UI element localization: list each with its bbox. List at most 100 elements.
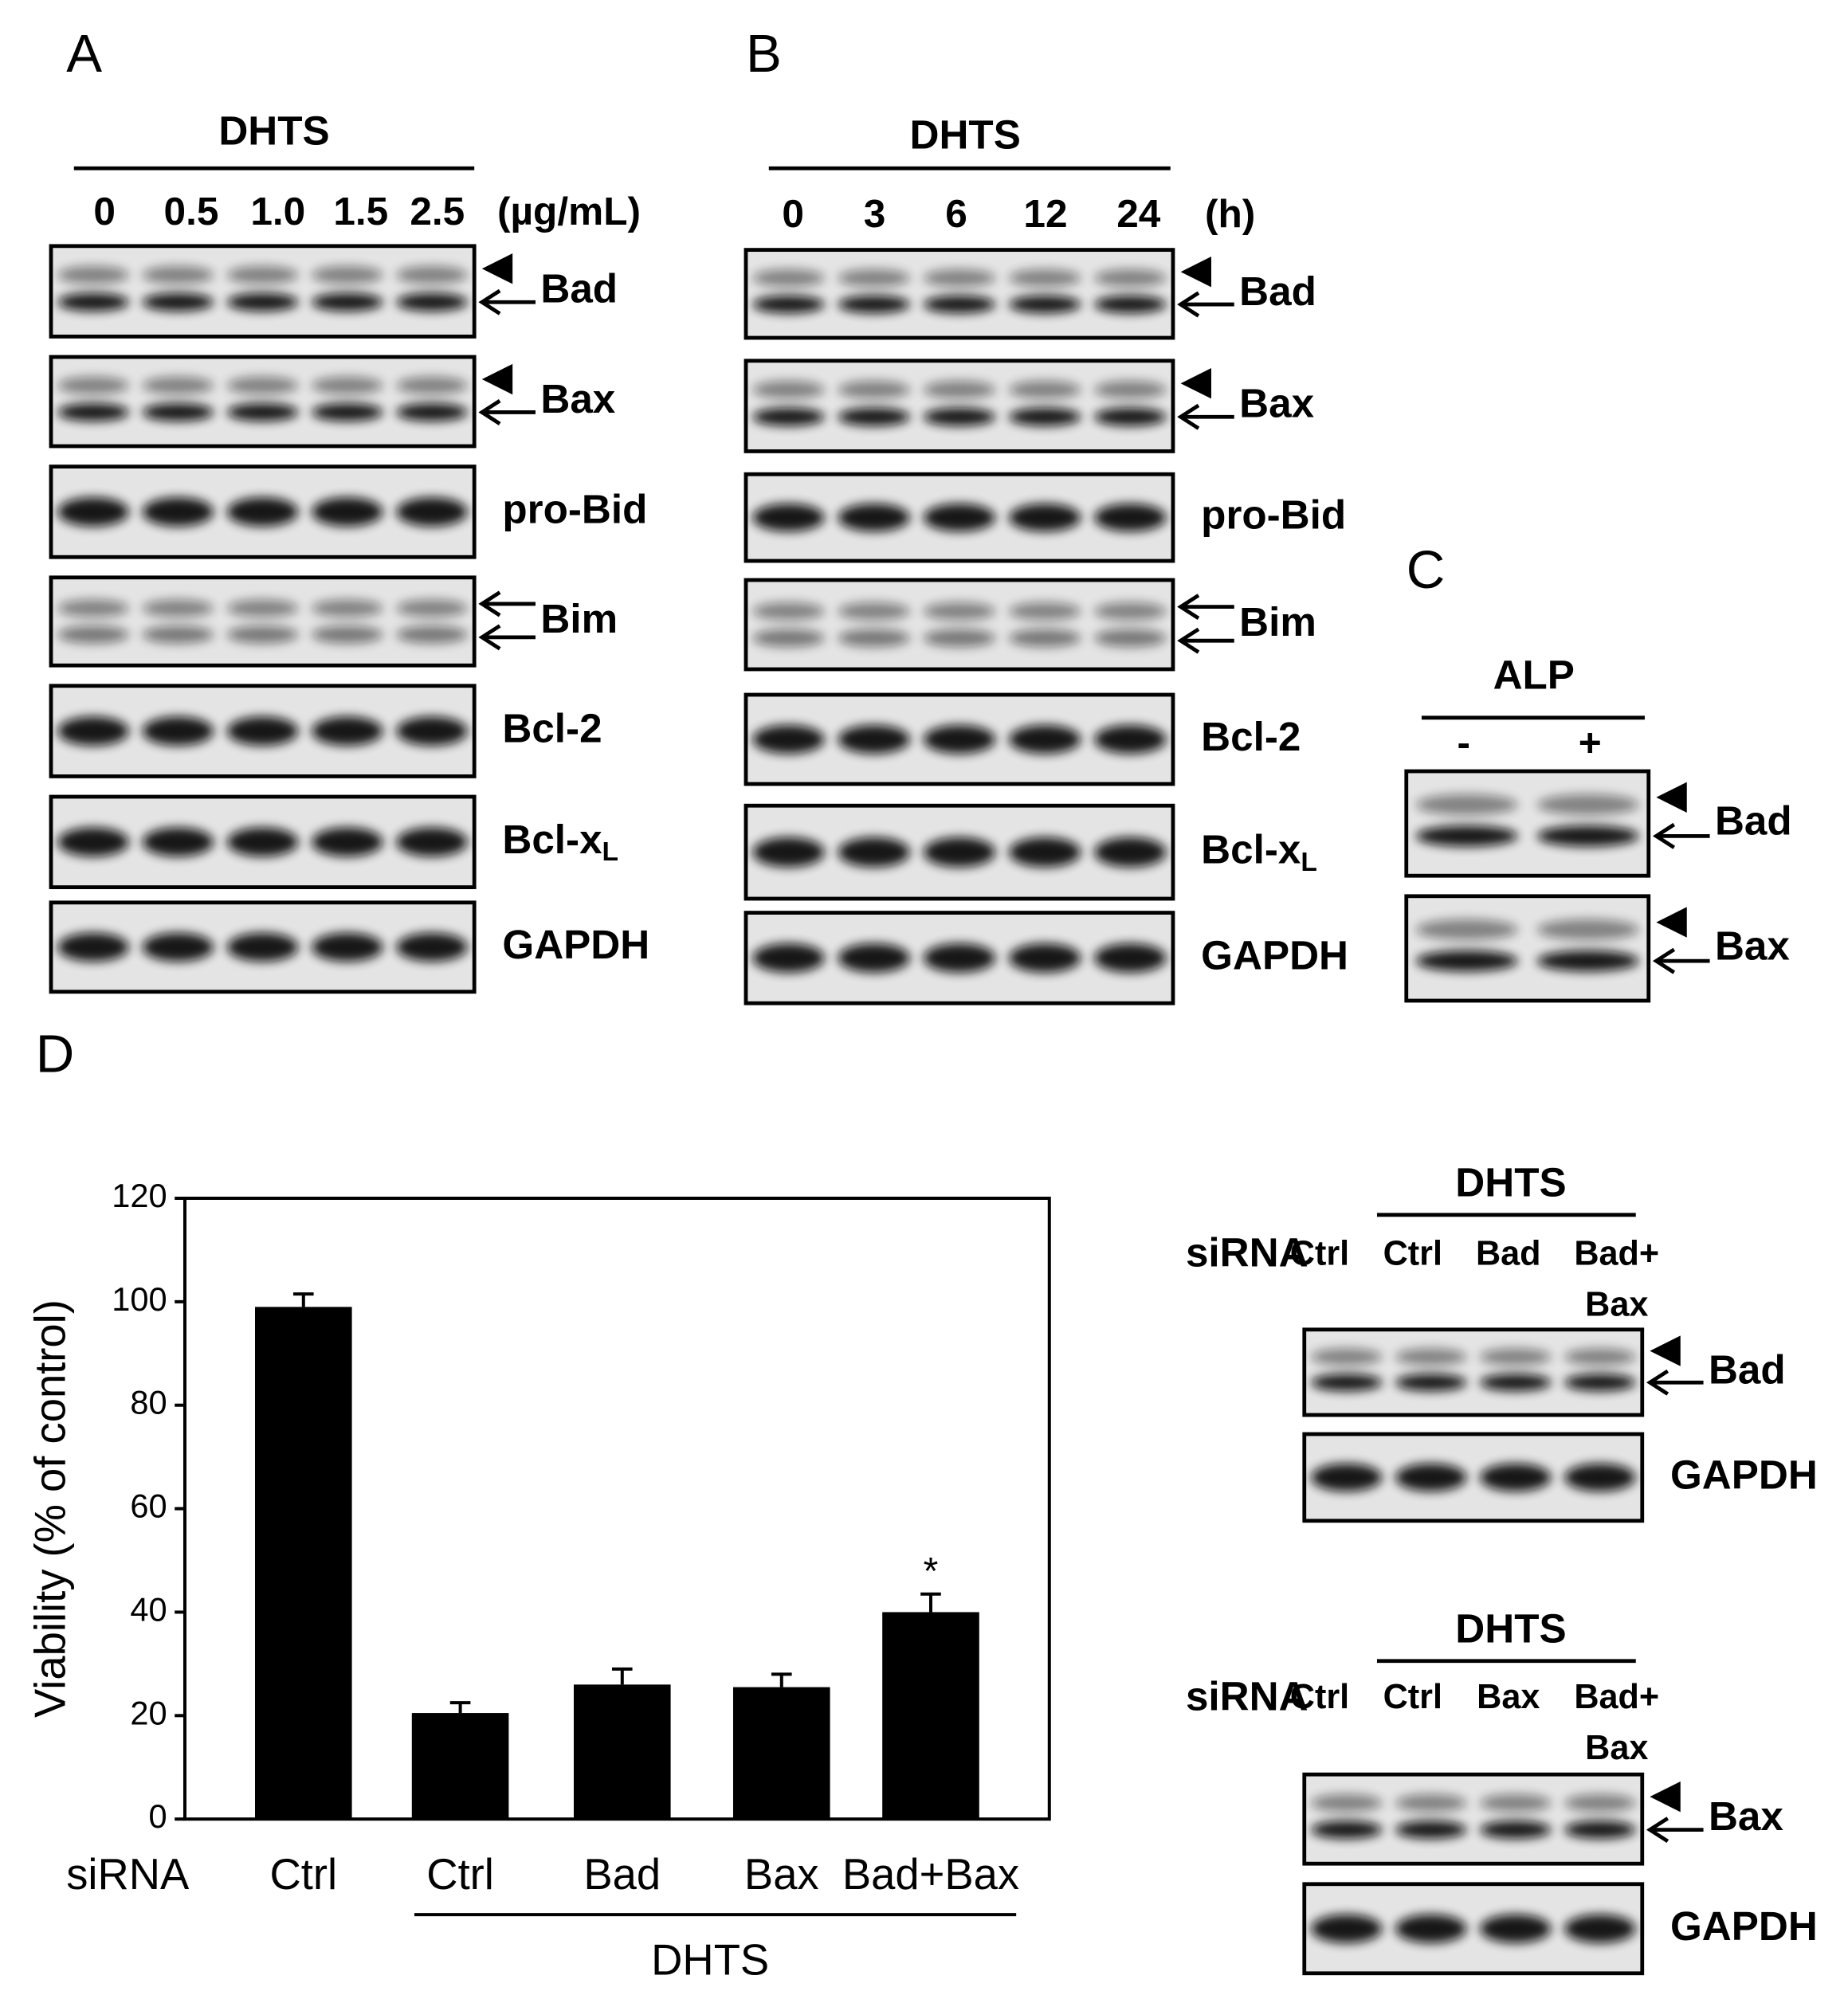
band bbox=[312, 403, 383, 421]
lane-label: Ctrl bbox=[1383, 1678, 1442, 1716]
band bbox=[923, 407, 996, 426]
row-label: Bcl-2 bbox=[1201, 714, 1301, 759]
row-label: Bax bbox=[1709, 1793, 1783, 1839]
band bbox=[838, 268, 910, 287]
row-label-text: Bcl-2 bbox=[502, 705, 602, 751]
band bbox=[1564, 1463, 1636, 1491]
row-label-text: GAPDH bbox=[1201, 932, 1348, 978]
arrow bbox=[478, 590, 501, 617]
band bbox=[923, 504, 996, 532]
panel-label: D bbox=[36, 1025, 75, 1084]
x-tick-label: Bax bbox=[744, 1850, 819, 1899]
row-label: Bax bbox=[540, 376, 615, 421]
band bbox=[1564, 1914, 1636, 1943]
band bbox=[838, 943, 910, 973]
band bbox=[1395, 1374, 1467, 1391]
band bbox=[923, 380, 996, 399]
band bbox=[312, 625, 383, 644]
arrow bbox=[1177, 403, 1200, 430]
lane-label: Ctrl bbox=[1383, 1234, 1442, 1272]
band bbox=[1009, 725, 1081, 754]
row-label: GAPDH bbox=[1670, 1452, 1818, 1497]
band bbox=[752, 725, 825, 754]
y-axis-label: Viability (% of control) bbox=[26, 1299, 75, 1718]
lane-label: 24 bbox=[1116, 191, 1161, 236]
band bbox=[752, 268, 825, 287]
band bbox=[1480, 1463, 1552, 1491]
arrowhead bbox=[1650, 1335, 1681, 1366]
row-label-text: Bad bbox=[1239, 268, 1316, 313]
row-label: Bcl-xL bbox=[1201, 826, 1317, 877]
band bbox=[1009, 268, 1081, 287]
band bbox=[1094, 837, 1167, 868]
arrowhead bbox=[1180, 368, 1211, 399]
row-label: Bcl-xL bbox=[502, 816, 618, 867]
y-tick-label: 60 bbox=[130, 1487, 167, 1525]
band bbox=[226, 716, 299, 746]
row-label: Bim bbox=[540, 596, 618, 641]
x-tick-label: Bad+Bax bbox=[842, 1850, 1019, 1899]
blot-box bbox=[1404, 769, 1651, 878]
arrow bbox=[1177, 594, 1200, 621]
band bbox=[752, 943, 825, 973]
arrow bbox=[478, 399, 501, 425]
arrow bbox=[1652, 947, 1676, 974]
band bbox=[226, 403, 299, 421]
bar bbox=[882, 1612, 979, 1820]
row-label-text: pro-Bid bbox=[1201, 492, 1346, 537]
panel-label: C bbox=[1407, 540, 1446, 600]
arrowhead bbox=[1650, 1781, 1681, 1813]
y-tick-label: 120 bbox=[112, 1177, 167, 1214]
band bbox=[923, 268, 996, 287]
bar bbox=[254, 1307, 352, 1820]
band bbox=[923, 725, 996, 754]
band bbox=[312, 265, 383, 284]
blot-box bbox=[744, 578, 1175, 672]
band bbox=[1311, 1793, 1383, 1813]
x-tick-label: Bad bbox=[583, 1850, 661, 1899]
band bbox=[57, 716, 129, 746]
lane-label: 3 bbox=[864, 191, 886, 236]
band bbox=[838, 407, 910, 426]
band bbox=[1094, 602, 1167, 621]
lane-label: + bbox=[1579, 720, 1602, 765]
row-label-text: Bcl-x bbox=[1201, 826, 1301, 872]
band bbox=[1311, 1348, 1383, 1366]
blot-header: DHTS bbox=[1455, 1160, 1566, 1205]
band bbox=[1415, 825, 1518, 847]
lane-label: 6 bbox=[945, 191, 967, 236]
blot-box bbox=[744, 248, 1175, 340]
row-label: Bad bbox=[540, 265, 618, 311]
band bbox=[1564, 1793, 1636, 1813]
lane-label: 1.0 bbox=[250, 189, 305, 233]
band bbox=[1009, 629, 1081, 648]
band bbox=[226, 265, 299, 284]
lane-label: 1.5 bbox=[333, 189, 388, 233]
blot-box bbox=[49, 575, 477, 668]
band bbox=[838, 504, 910, 532]
blot-box bbox=[744, 359, 1175, 453]
x-tick-label: Ctrl bbox=[426, 1850, 494, 1899]
band bbox=[142, 265, 214, 284]
band bbox=[1094, 407, 1167, 426]
lane-label: Bax bbox=[1585, 1285, 1648, 1323]
band bbox=[142, 599, 214, 617]
arrowhead bbox=[1656, 782, 1687, 813]
y-tick-label: 40 bbox=[130, 1590, 167, 1628]
band bbox=[1311, 1463, 1383, 1491]
band bbox=[1395, 1793, 1467, 1813]
band bbox=[838, 629, 910, 648]
arrowhead bbox=[1180, 257, 1211, 288]
band bbox=[142, 292, 214, 312]
band bbox=[57, 265, 129, 284]
blot-box bbox=[1302, 1772, 1645, 1866]
band bbox=[838, 602, 910, 621]
lane-label: Bax bbox=[1477, 1678, 1540, 1716]
band bbox=[1415, 950, 1518, 972]
lane-label: 0.5 bbox=[164, 189, 219, 233]
band bbox=[142, 932, 214, 962]
band bbox=[396, 265, 468, 284]
band bbox=[312, 292, 383, 312]
row-label-text: GAPDH bbox=[1670, 1452, 1818, 1497]
blot-box bbox=[49, 355, 477, 449]
